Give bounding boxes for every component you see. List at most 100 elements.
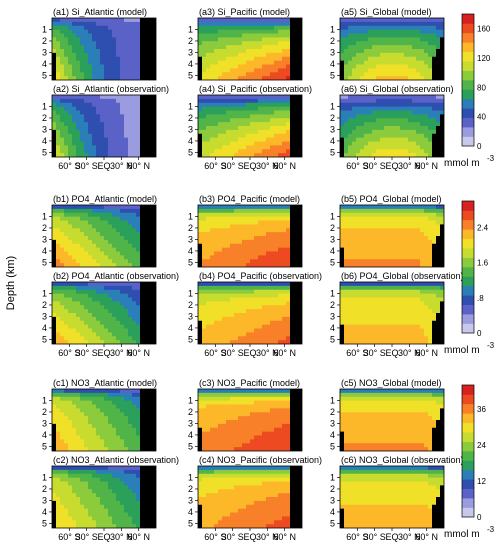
cell xyxy=(250,247,255,252)
cell xyxy=(210,301,215,306)
cell xyxy=(96,149,101,154)
cell xyxy=(254,110,259,115)
cell xyxy=(198,49,203,54)
cell xyxy=(84,236,89,241)
cell xyxy=(108,145,113,150)
cell xyxy=(356,110,361,115)
cell xyxy=(136,29,141,34)
cell xyxy=(286,305,291,310)
cell xyxy=(364,285,369,291)
cell xyxy=(348,328,353,333)
cell xyxy=(290,336,295,341)
cell xyxy=(266,324,271,329)
cell xyxy=(242,114,247,119)
cell xyxy=(388,56,393,62)
cell xyxy=(258,110,263,115)
cell xyxy=(214,228,219,233)
cell xyxy=(376,122,381,127)
cell xyxy=(428,45,433,50)
cell xyxy=(136,129,141,135)
cell xyxy=(250,110,255,115)
cell xyxy=(416,106,421,111)
cell xyxy=(52,37,57,42)
cell xyxy=(72,289,77,295)
cell xyxy=(246,301,251,306)
cell xyxy=(238,145,243,150)
cell xyxy=(88,133,93,139)
cell xyxy=(56,255,61,260)
cell xyxy=(282,205,287,210)
cell xyxy=(392,49,397,54)
cell xyxy=(222,336,227,341)
cell xyxy=(282,126,287,131)
cell xyxy=(254,95,259,100)
depth-tick-label: 3 xyxy=(330,234,335,244)
cell xyxy=(250,282,255,287)
cell xyxy=(120,56,125,62)
cell xyxy=(412,33,417,38)
cell xyxy=(432,263,437,267)
cell xyxy=(88,129,93,135)
depth-tick-label: 1 xyxy=(330,101,335,111)
cell xyxy=(408,33,413,38)
cell xyxy=(392,239,397,245)
cell xyxy=(384,309,389,314)
cell xyxy=(242,25,247,31)
cell xyxy=(206,37,211,42)
cell xyxy=(56,289,61,295)
cell xyxy=(120,255,125,260)
cell xyxy=(72,316,77,322)
cell xyxy=(100,64,105,69)
cell xyxy=(72,98,77,104)
panel-title: (b3) PO4_Pacific (model) xyxy=(199,194,300,204)
cell xyxy=(222,18,227,23)
cell xyxy=(368,282,373,287)
cell xyxy=(408,149,413,154)
cell xyxy=(340,336,345,341)
cell xyxy=(348,251,353,256)
cell xyxy=(352,145,357,150)
cell xyxy=(436,243,441,249)
cell xyxy=(198,282,203,287)
cell xyxy=(234,239,239,245)
cell xyxy=(64,216,69,221)
cell xyxy=(360,37,365,42)
cell xyxy=(400,149,405,154)
cell xyxy=(340,205,345,210)
cell xyxy=(92,45,97,50)
cell xyxy=(258,18,263,23)
cell xyxy=(124,324,129,329)
cell xyxy=(282,228,287,233)
cell xyxy=(88,137,93,142)
cell xyxy=(210,263,215,267)
cell xyxy=(408,49,413,54)
cell xyxy=(282,332,287,337)
cell xyxy=(392,118,397,123)
cell xyxy=(96,301,101,306)
cell xyxy=(108,33,113,38)
cell xyxy=(76,205,81,210)
cell xyxy=(352,301,357,306)
cell xyxy=(210,98,215,104)
cell xyxy=(294,118,299,123)
cell xyxy=(214,37,219,42)
cell xyxy=(384,232,389,237)
cell xyxy=(246,328,251,333)
depth-tick-label: 2 xyxy=(42,300,47,310)
cell xyxy=(136,320,141,326)
cell xyxy=(368,320,373,326)
cell xyxy=(274,153,279,157)
cell xyxy=(294,102,299,108)
cell xyxy=(144,64,149,69)
cell xyxy=(80,324,85,329)
cell xyxy=(108,37,113,42)
cell xyxy=(364,216,369,221)
cell xyxy=(120,102,125,108)
cell xyxy=(274,297,279,302)
cell xyxy=(282,309,287,314)
cell xyxy=(60,68,65,73)
cell xyxy=(352,110,357,115)
cell xyxy=(96,255,101,260)
